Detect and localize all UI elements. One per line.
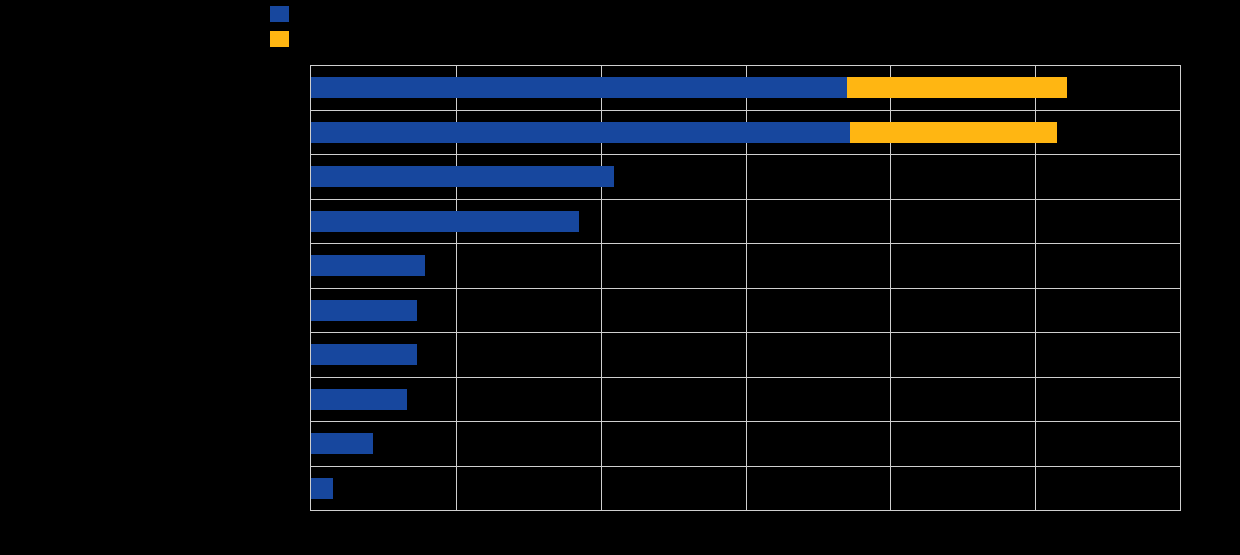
bar [311, 255, 1180, 277]
bar-segment-series-1 [311, 299, 417, 321]
bar-segment-series-1 [311, 77, 847, 99]
chart-row [311, 467, 1180, 511]
bar-segment-series-1 [311, 388, 407, 410]
bar-segment-series-2 [849, 121, 1057, 143]
bar [311, 210, 1180, 232]
chart-row [311, 200, 1180, 244]
bar-segment-series-1 [311, 433, 374, 455]
chart-row [311, 378, 1180, 422]
legend-item-series-2 [270, 31, 297, 47]
chart-row [311, 111, 1180, 155]
bar [311, 344, 1180, 366]
bar [311, 166, 1180, 188]
chart-row [311, 422, 1180, 467]
legend-item-series-1 [270, 6, 297, 22]
chart-row [311, 244, 1180, 289]
chart-rows [311, 66, 1180, 510]
bar-segment-series-1 [311, 210, 579, 232]
bar [311, 477, 1180, 499]
bar-segment-series-1 [311, 255, 426, 277]
bar [311, 121, 1180, 143]
plot-area [310, 65, 1181, 511]
bar-segment-series-1 [311, 344, 417, 366]
chart-row [311, 333, 1180, 378]
bar-segment-series-1 [311, 121, 850, 143]
bar [311, 388, 1180, 410]
chart-row [311, 155, 1180, 200]
bar [311, 433, 1180, 455]
bar-segment-series-1 [311, 166, 614, 188]
bar-segment-series-2 [846, 77, 1068, 99]
bar-segment-series-1 [311, 477, 333, 499]
bar [311, 299, 1180, 321]
legend-swatch-series-2 [270, 31, 289, 47]
bar [311, 77, 1180, 99]
chart-row [311, 289, 1180, 333]
chart-legend [270, 6, 297, 47]
legend-swatch-series-1 [270, 6, 289, 22]
chart-row [311, 66, 1180, 111]
